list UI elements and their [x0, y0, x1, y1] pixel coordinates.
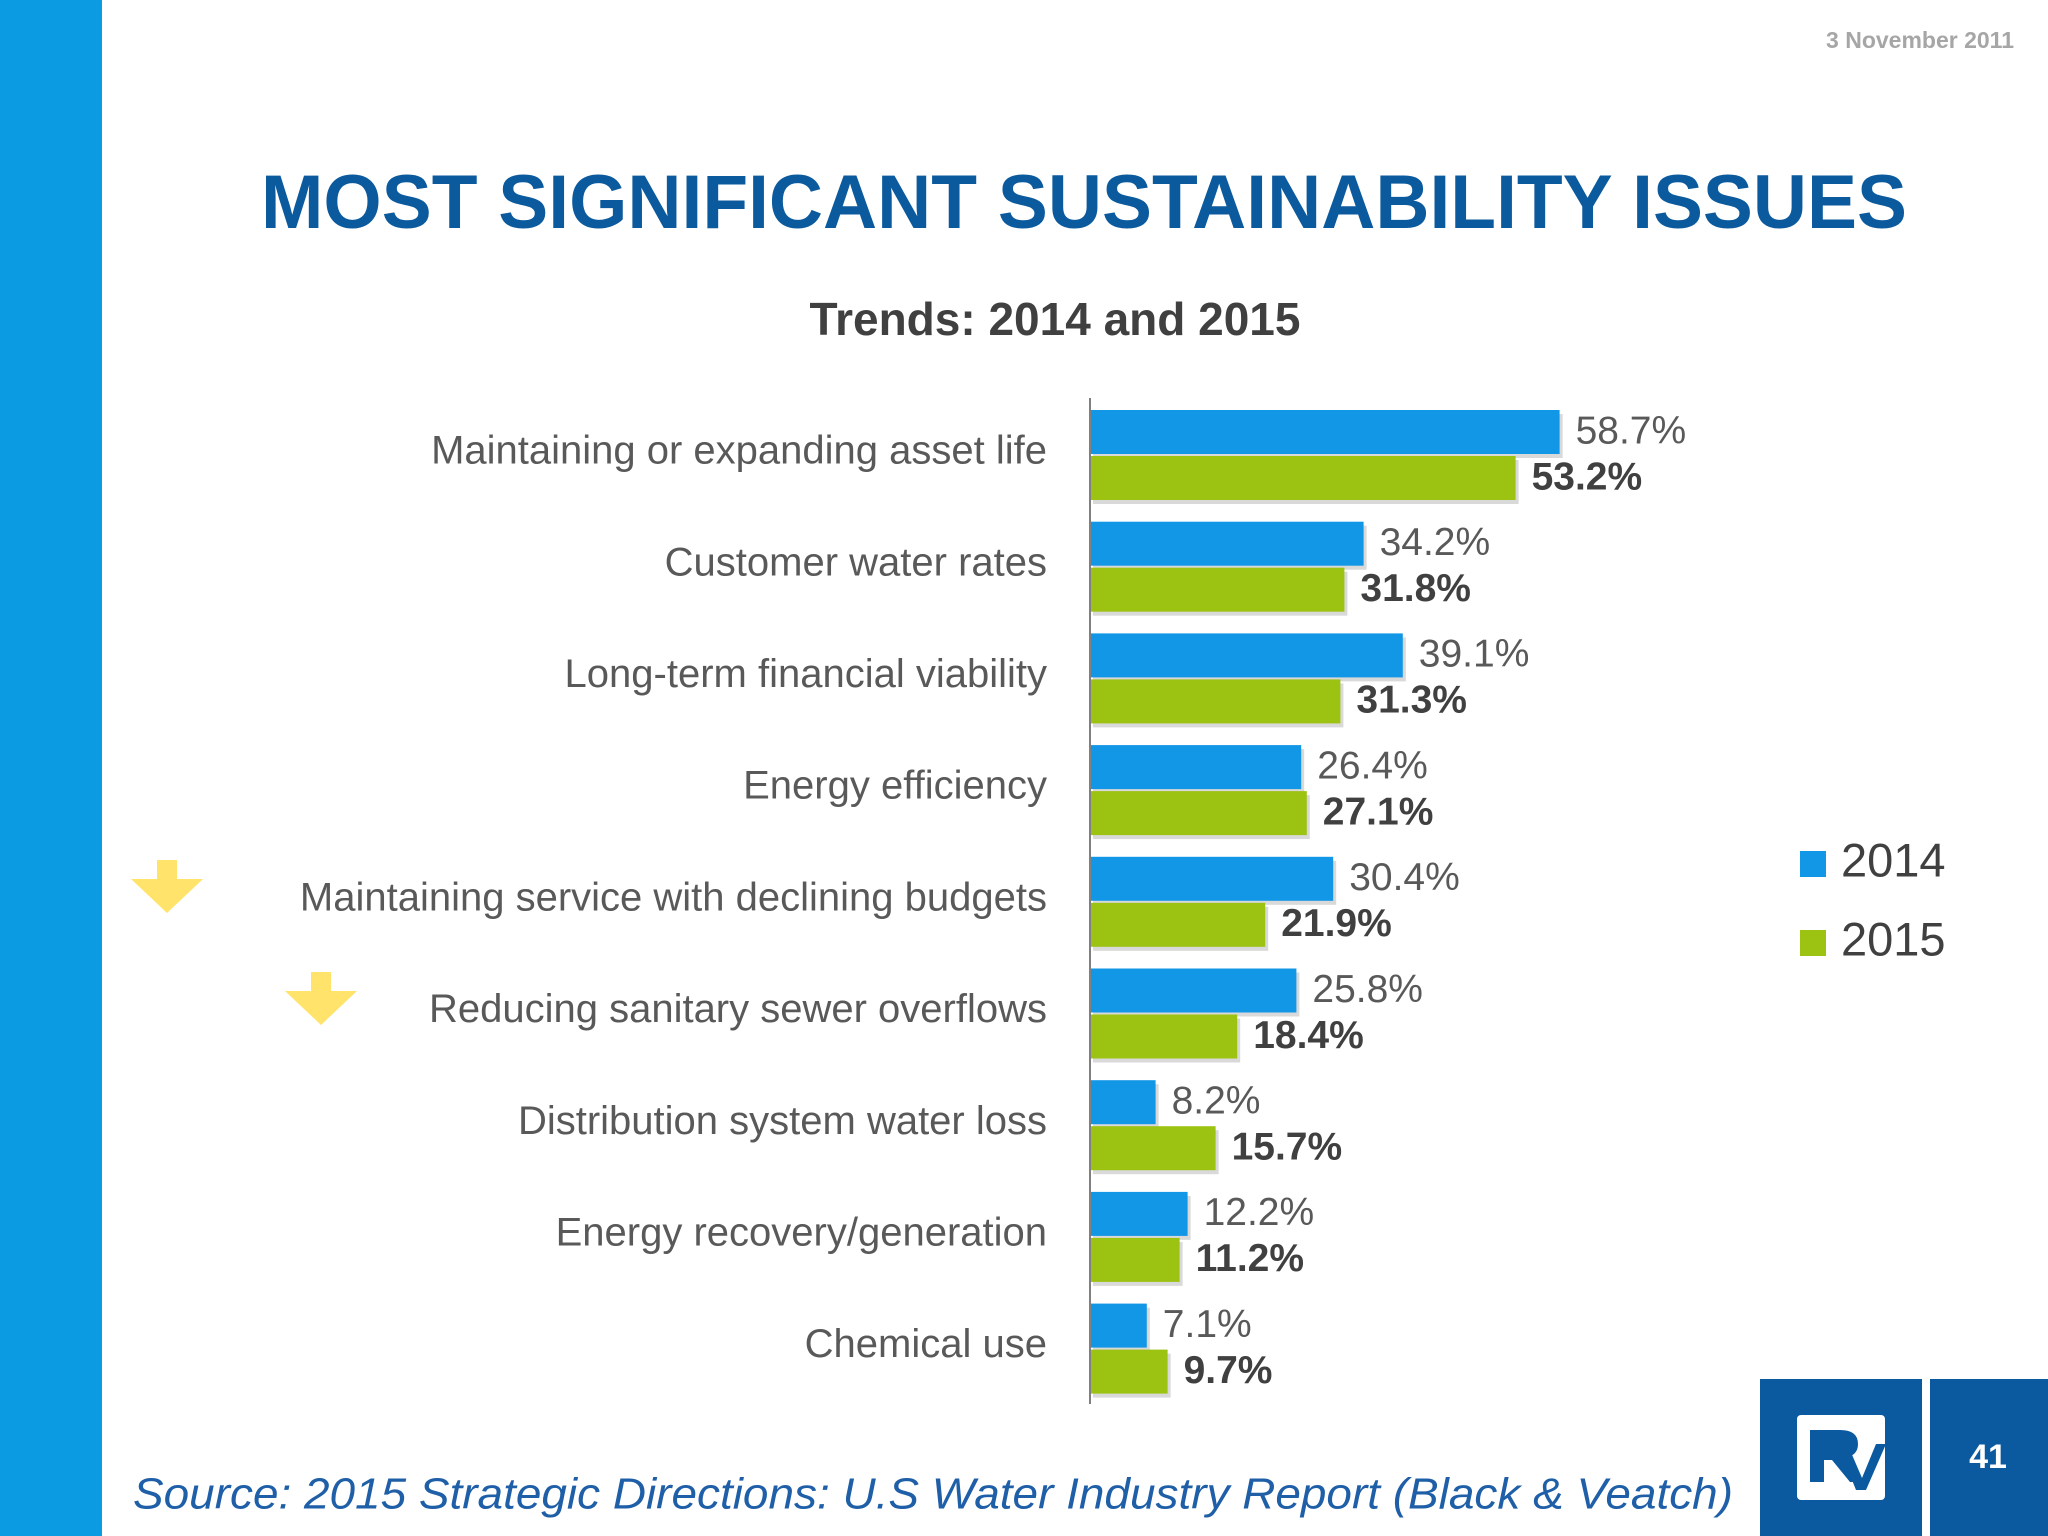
legend-swatch: [1800, 851, 1826, 877]
legend-label: 2015: [1841, 912, 1946, 965]
category-label: Energy recovery/generation: [556, 1210, 1047, 1254]
bar: [1090, 1237, 1180, 1282]
data-label: 34.2%: [1380, 521, 1491, 564]
data-label: 9.7%: [1184, 1349, 1273, 1392]
bar: [1090, 1191, 1188, 1236]
category-label: Maintaining or expanding asset life: [431, 429, 1047, 473]
bar: [1090, 745, 1302, 790]
data-label: 12.2%: [1204, 1191, 1315, 1234]
bar: [1090, 679, 1341, 724]
data-label: 31.8%: [1360, 567, 1471, 610]
bar: [1090, 1080, 1156, 1125]
data-label: 39.1%: [1419, 633, 1530, 676]
data-label: 58.7%: [1576, 409, 1687, 452]
data-label: 25.8%: [1312, 968, 1423, 1011]
data-label: 7.1%: [1163, 1303, 1252, 1346]
legend-swatch: [1800, 930, 1826, 956]
page-number-box: [1930, 1379, 2048, 1536]
bar: [1090, 856, 1334, 901]
bar: [1090, 1126, 1216, 1171]
data-label: 27.1%: [1323, 790, 1434, 833]
data-label: 53.2%: [1532, 455, 1643, 498]
data-label: 31.3%: [1356, 679, 1467, 722]
logo-mark: [1810, 1430, 1886, 1490]
data-label: 8.2%: [1172, 1079, 1261, 1122]
category-label: Distribution system water loss: [518, 1099, 1047, 1143]
source-note: Source: 2015 Strategic Directions: U.S W…: [133, 1470, 1733, 1519]
category-label: Long-term financial viability: [565, 652, 1047, 696]
bar: [1090, 521, 1364, 566]
bar: [1090, 633, 1403, 678]
data-label: 15.7%: [1232, 1125, 1343, 1168]
category-label: Chemical use: [805, 1322, 1047, 1366]
bar: [1090, 968, 1297, 1013]
down-arrow: [131, 860, 203, 913]
category-label: Energy efficiency: [743, 764, 1047, 808]
bar: [1090, 1303, 1147, 1348]
data-label: 21.9%: [1281, 902, 1392, 945]
bar: [1090, 791, 1307, 836]
legend-label: 2014: [1841, 833, 1946, 886]
bar: [1090, 1014, 1238, 1059]
bar: [1090, 456, 1516, 500]
date: 3 November 2011: [1826, 27, 2014, 53]
bar: [1090, 567, 1345, 612]
page-number: 41: [1969, 1438, 2007, 1476]
side-strip: [0, 0, 102, 1536]
slide-title: MOST SIGNIFICANT SUSTAINABILITY ISSUES: [261, 160, 1907, 245]
bar: [1090, 1349, 1168, 1394]
data-label: 26.4%: [1317, 744, 1428, 787]
bar: [1090, 410, 1560, 454]
data-label: 11.2%: [1196, 1237, 1304, 1280]
category-label: Customer water rates: [665, 540, 1047, 584]
down-arrow: [285, 972, 357, 1025]
category-label: Maintaining service with declining budge…: [300, 875, 1047, 919]
data-label: 18.4%: [1253, 1014, 1364, 1057]
bar: [1090, 902, 1266, 947]
category-label: Reducing sanitary sewer overflows: [429, 987, 1047, 1031]
chart-subtitle: Trends: 2014 and 2015: [810, 293, 1301, 345]
data-label: 30.4%: [1349, 856, 1460, 899]
